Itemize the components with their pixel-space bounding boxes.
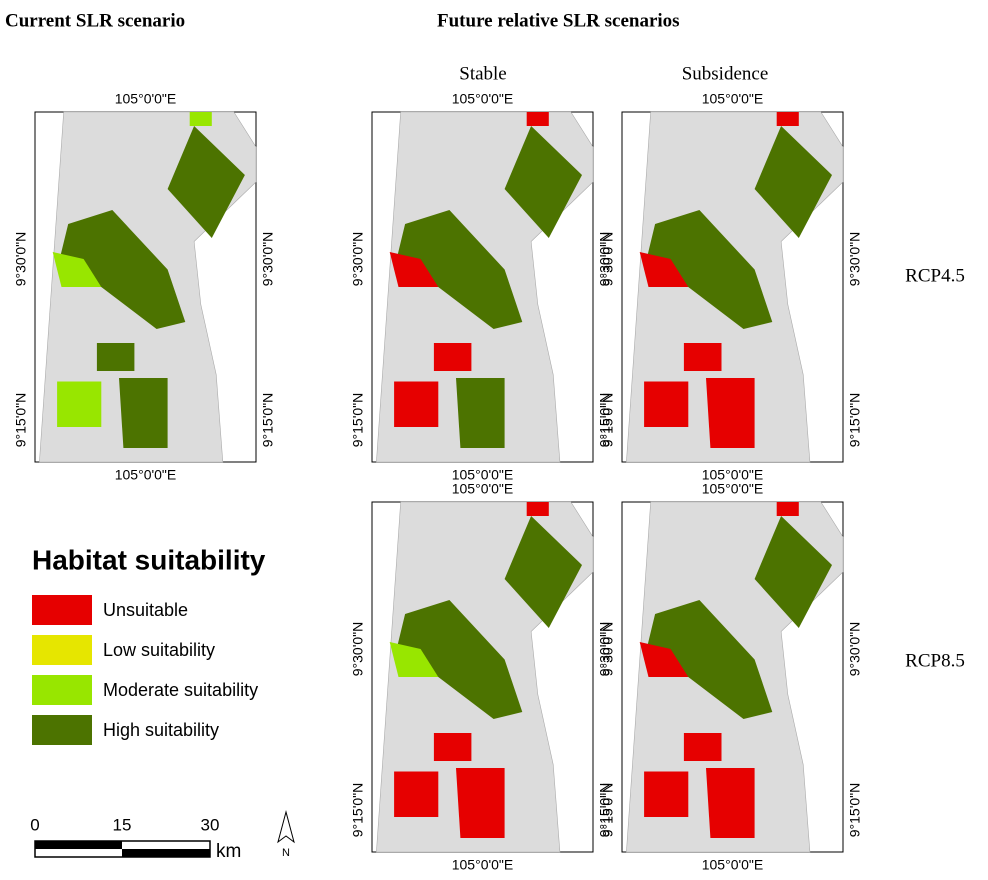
north-arrow-shape [278,812,294,842]
habitat-patch [684,733,722,761]
scale-label: 0 [30,815,39,834]
habitat-patch [527,112,549,126]
habitat-patch [644,382,688,428]
column-label: Subsidence [682,63,769,84]
row-label: RCP4.5 [905,265,965,286]
legend-swatch [32,715,92,745]
habitat-patch [456,378,505,448]
habitat-patch [527,502,549,516]
lat-label: 9°15'0"N [13,393,29,448]
habitat-patch [644,772,688,818]
legend-label: Unsuitable [103,600,188,620]
scale-label: 15 [113,815,132,834]
lat-label: 9°15'0"N [260,393,276,448]
lon-label: 105°0'0"E [452,91,514,107]
legend-label: High suitability [103,720,219,740]
header: Future relative SLR scenarios [437,10,680,31]
legend-label: Moderate suitability [103,680,258,700]
lon-label: 105°0'0"E [702,857,764,873]
map-panel: 105°0'0"E 105°0'0"E 9°30'0"N 9°30'0"N 9°15'0… [350,481,613,873]
lon-label: 105°0'0"E [115,467,177,483]
habitat-patch [119,378,168,448]
lon-label: 105°0'0"E [115,91,177,107]
map-panel: 105°0'0"E 105°0'0"E 9°30'0"N 9°30'0"N 9°15'0… [13,91,276,483]
lat-label: 9°15'0"N [600,783,616,838]
lon-label: 105°0'0"E [452,481,514,497]
lat-label: 9°15'0"N [600,393,616,448]
lat-label: 9°15'0"N [350,783,366,838]
north-arrow: N [278,812,294,859]
habitat-patch [777,502,799,516]
header: Current SLR scenario [5,10,185,31]
lat-label: 9°30'0"N [600,232,616,287]
habitat-patch [456,768,505,838]
lat-label: 9°30'0"N [260,232,276,287]
lat-label: 9°30'0"N [13,232,29,287]
lat-label: 9°30'0"N [600,622,616,677]
lat-label: 9°15'0"N [847,393,863,448]
habitat-patch [777,112,799,126]
legend-label: Low suitability [103,640,215,660]
habitat-patch [57,382,101,428]
lat-label: 9°15'0"N [350,393,366,448]
figure: Current SLR scenario Future relative SLR… [0,0,988,880]
lat-label: 9°30'0"N [350,232,366,287]
figure-canvas: Current SLR scenario Future relative SLR… [0,0,988,880]
habitat-patch [190,112,212,126]
maps: 105°0'0"E 105°0'0"E 9°30'0"N 9°30'0"N 9°15'0… [13,91,863,873]
lat-label: 9°30'0"N [847,622,863,677]
scale-segment [122,849,210,857]
legend-swatch [32,635,92,665]
habitat-patch [434,343,472,371]
habitat-patch [394,382,438,428]
lat-label: 9°30'0"N [350,622,366,677]
lat-label: 9°30'0"N [847,232,863,287]
map-panel: 105°0'0"E 105°0'0"E 9°30'0"N 9°30'0"N 9°15'0… [600,481,863,873]
scale-bar: 0 15 30 km [30,815,241,862]
lon-label: 105°0'0"E [702,481,764,497]
row-label: RCP8.5 [905,650,965,671]
legend: Unsuitable Low suitability Moderate suitab… [32,595,258,745]
lon-label: 105°0'0"E [452,857,514,873]
lon-label: 105°0'0"E [702,91,764,107]
legend-swatch [32,595,92,625]
habitat-patch [684,343,722,371]
habitat-patch [394,772,438,818]
habitat-patch [97,343,134,371]
legend-swatch [32,675,92,705]
north-label: N [282,847,290,859]
column-label: Stable [459,63,507,84]
habitat-patch [706,378,755,448]
scale-segment [35,841,122,849]
legend-title: Habitat suitability [32,544,266,575]
scale-unit: km [216,841,241,862]
lat-label: 9°15'0"N [847,783,863,838]
habitat-patch [434,733,472,761]
habitat-patch [706,768,755,838]
scale-label: 30 [201,815,220,834]
